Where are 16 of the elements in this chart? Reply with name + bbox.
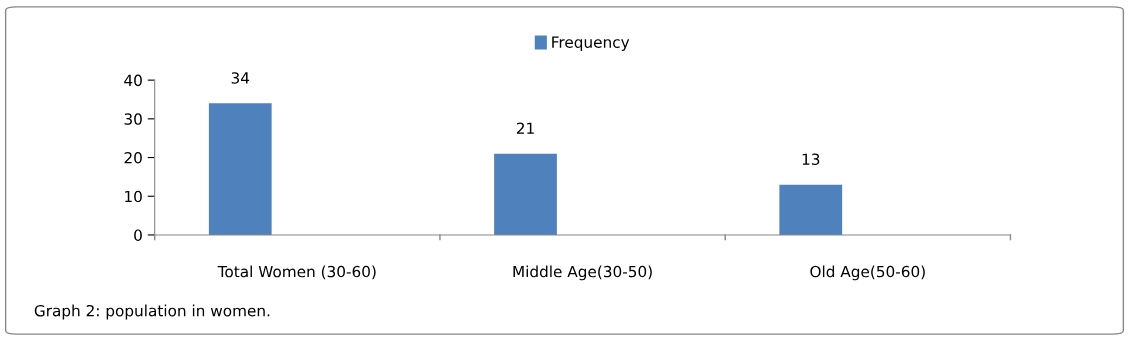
y-tick-label: 30 xyxy=(124,113,142,125)
bar xyxy=(494,153,557,235)
y-tick-label: 10 xyxy=(125,190,142,203)
x-tick-label: Old Age(50-60) xyxy=(810,265,925,281)
x-tick-label: Total Women (30-60) xyxy=(217,265,376,280)
bar xyxy=(208,103,272,235)
y-tick-label: 20 xyxy=(124,152,142,164)
bar xyxy=(779,184,843,235)
caption: Graph 2: population in women. xyxy=(34,304,270,320)
x-tick-label: Middle Age(30-50) xyxy=(513,265,652,281)
y-tick-label: 0 xyxy=(134,229,142,241)
data-label: 13 xyxy=(802,153,820,166)
y-tick-label: 40 xyxy=(124,74,142,87)
legend-label: Frequency xyxy=(552,36,630,51)
data-label: 21 xyxy=(516,122,534,134)
data-label: 34 xyxy=(231,72,250,84)
